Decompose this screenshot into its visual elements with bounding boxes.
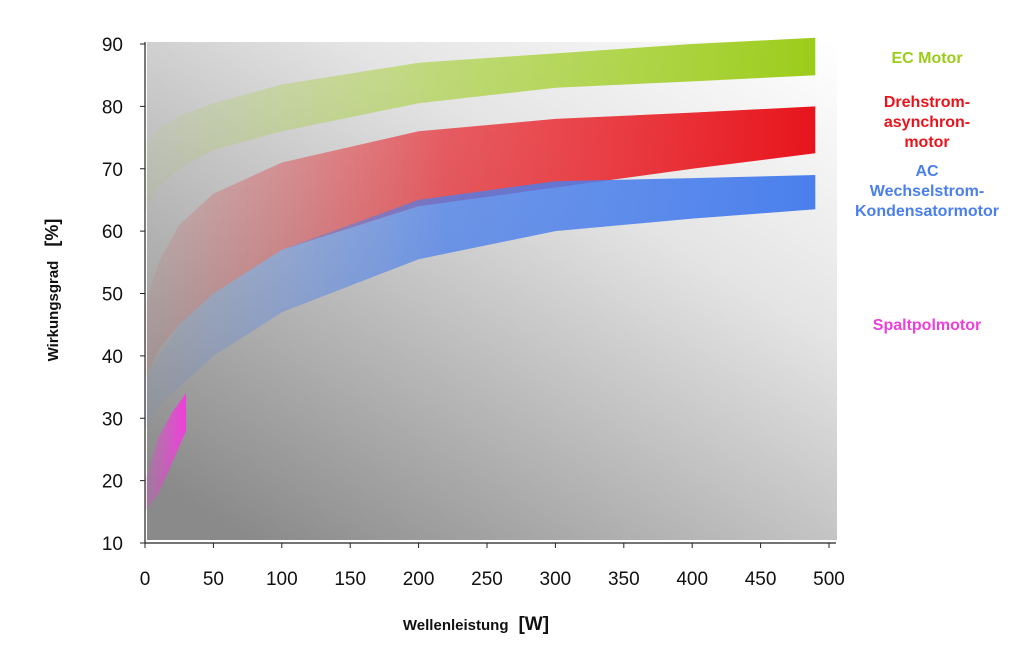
legend-spaltpolmotor: Spaltpolmotor [850,316,1004,336]
band-ec-motor [145,37,816,213]
legend-spaltpolmotor-text: Spaltpolmotor [872,317,982,334]
x-tick-label: 500 [813,569,845,590]
y-ticks: 10 20 30 40 50 60 70 80 90 [102,35,145,555]
legend-drehstrom-line-2: asynchron- [883,114,971,131]
x-tick-label: 0 [140,569,151,590]
y-axis-label: Wirkungsgrad [45,261,62,362]
legend-ac-line-3: Kondensatormotor [855,203,999,220]
legend-drehstrom: Drehstrom- asynchron- motor [855,93,999,153]
y-tick-label: 40 [102,347,123,368]
y-tick-label: 60 [102,222,123,243]
y-axis-title: Wirkungsgrad [%] [42,219,62,362]
x-tick-label: 400 [676,569,708,590]
x-tick-label: 350 [608,569,640,590]
x-tick-label: 250 [471,569,503,590]
band-ac-wechselstrom-kondensatormotor [145,175,816,431]
x-axis-label: Wellenleistung [403,617,509,634]
y-tick-label: 20 [102,472,123,493]
bands [145,37,816,512]
x-tick-label: 200 [403,569,435,590]
y-tick-label: 30 [102,409,123,430]
band-spaltpolmotor [145,393,186,512]
legend-ac-wechselstrom: AC Wechselstrom- Kondensatormotor [840,162,1014,222]
y-tick-label: 80 [102,97,123,118]
x-tick-label: 450 [745,569,777,590]
x-axis-unit: [W] [518,614,549,635]
y-axis-unit: [%] [42,219,62,247]
y-tick-label: 50 [102,285,123,306]
y-tick-label: 90 [102,35,123,56]
legend-ec-motor: EC Motor [850,49,1004,69]
legend-ec-motor-text: EC Motor [891,50,963,67]
x-tick-label: 150 [334,569,366,590]
band-drehstrom-asynchron-motor [145,106,816,381]
legend-drehstrom-line-1: Drehstrom- [883,94,971,111]
x-tick-label: 300 [540,569,572,590]
legend-drehstrom-line-3: motor [904,134,950,151]
x-axis-title: Wellenleistung [W] [403,614,549,635]
legend-ac-line-1: AC [915,163,939,180]
y-tick-label: 70 [102,160,123,181]
x-ticks: 0 50 100 150 200 250 300 350 400 450 500 [140,543,845,590]
x-tick-label: 50 [203,569,224,590]
legend-ac-line-2: Wechselstrom- [869,183,985,200]
y-tick-label: 10 [102,534,123,555]
x-tick-label: 100 [266,569,298,590]
